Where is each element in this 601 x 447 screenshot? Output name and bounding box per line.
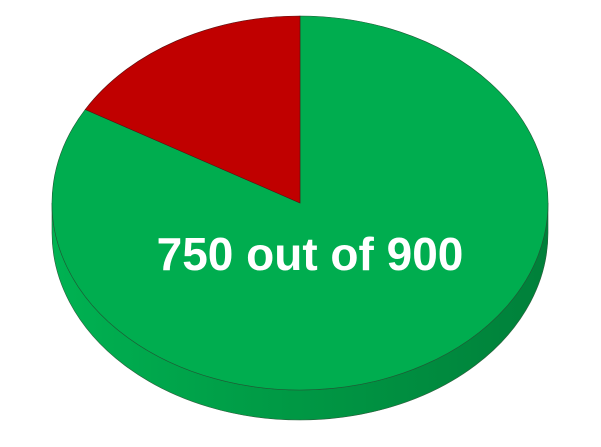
- pie-annotation-label: 750 out of 900: [157, 228, 464, 280]
- pie-top-layer: [52, 16, 548, 390]
